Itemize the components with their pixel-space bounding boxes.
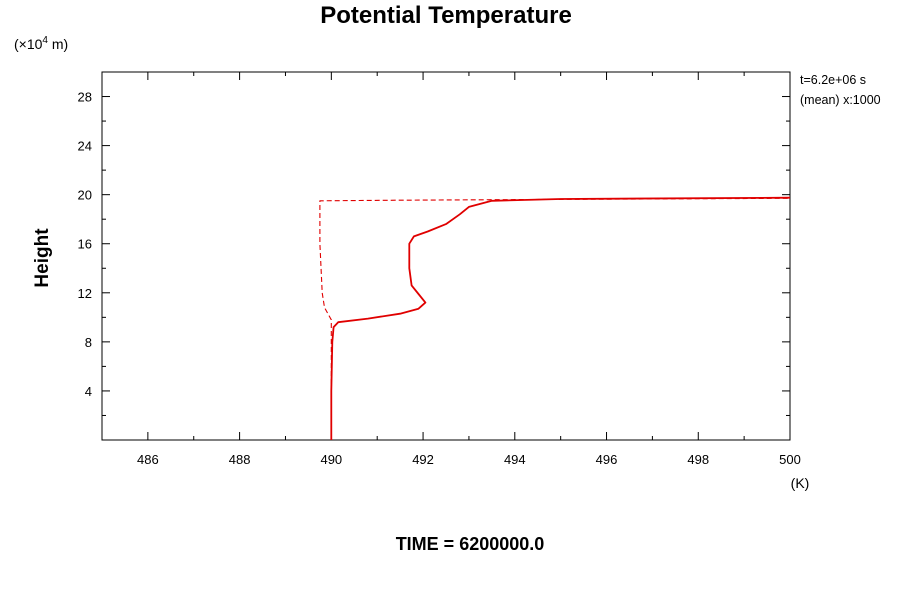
y-tick-label: 4 <box>85 384 92 399</box>
x-tick-label: 488 <box>229 452 251 467</box>
x-tick-label: 492 <box>412 452 434 467</box>
x-tick-label: 498 <box>687 452 709 467</box>
x-tick-label: 490 <box>320 452 342 467</box>
plot-area: 486 488 490 492 494 496 498 500 4 8 12 16 20 24 28 <box>78 71 801 467</box>
x-tick-label: 486 <box>137 452 159 467</box>
x-axis-label: (K) <box>791 475 810 491</box>
x-tick-label: 494 <box>504 452 526 467</box>
time-annotation: t=6.2e+06 s <box>800 73 866 87</box>
plot-frame <box>101 71 791 441</box>
series-line-dashed <box>319 197 791 440</box>
y-tick-label: 20 <box>78 188 92 203</box>
series-line-solid <box>330 196 791 440</box>
x-tick-label: 500 <box>779 452 801 467</box>
y-tick-label: 28 <box>78 90 92 105</box>
y-unit-label: (×104 m) <box>14 35 68 52</box>
y-tick-label: 16 <box>78 237 92 252</box>
y-tick-label: 12 <box>78 286 92 301</box>
y-tick-label: 24 <box>78 139 92 154</box>
time-footer: TIME = 6200000.0 <box>396 534 545 554</box>
x-tick-label: 496 <box>596 452 618 467</box>
y-tick-label: 8 <box>85 335 92 350</box>
y-axis-label: Height <box>32 228 53 288</box>
chart-title: Potential Temperature <box>320 2 572 29</box>
mean-annotation: (mean) x:1000 <box>800 93 881 107</box>
